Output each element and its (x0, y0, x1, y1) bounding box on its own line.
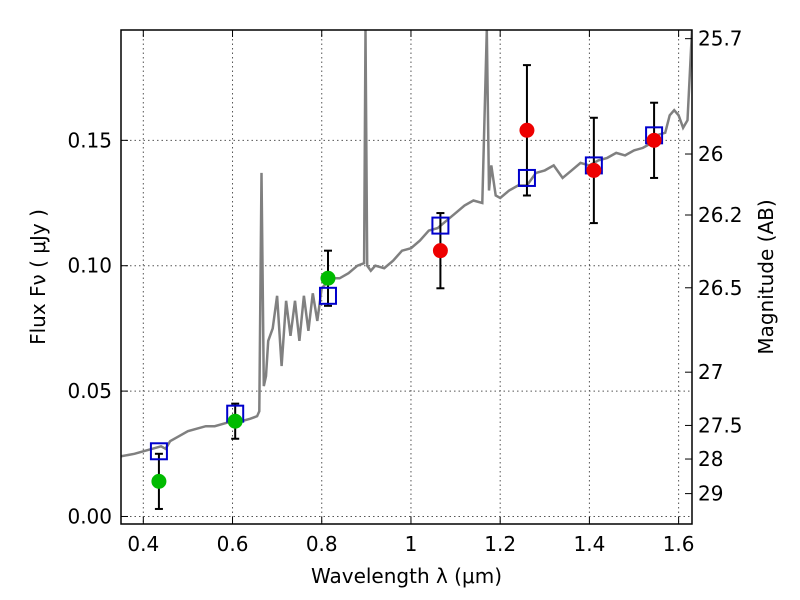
x-tick-label: 0.8 (306, 532, 338, 556)
y-tick-label: 0.15 (67, 128, 112, 152)
observed-photometry-point (151, 473, 167, 489)
x-tick-label: 1.6 (663, 532, 695, 556)
plot-frame (120, 29, 693, 525)
x-tick-label: 1.2 (484, 532, 516, 556)
x-tick-label: 0.6 (217, 532, 249, 556)
grid-layer (121, 30, 692, 524)
model-sed-layer (121, 30, 692, 458)
y2-tick-label: 26.2 (698, 203, 743, 227)
errorbar-layer (154, 64, 659, 510)
y-tick-label: 0.05 (67, 379, 112, 403)
y2-axis-title: Magnitude (AB) (754, 199, 778, 354)
x-tick-label: 1.4 (573, 532, 605, 556)
y-tick-label: 0.10 (67, 254, 112, 278)
observed-photometry-point (519, 122, 535, 138)
y-tick-label: 0.00 (67, 504, 112, 528)
model-sed-line (121, 30, 692, 458)
y2-tick-label: 27 (698, 360, 723, 384)
observed-photometry-point (227, 413, 243, 429)
model-photometry-square (149, 442, 168, 461)
y2-tick-label: 29 (698, 482, 723, 506)
y2-tick-label: 28 (698, 447, 723, 471)
tick-layer: 0.4 0.6 0.8 1 1.2 1.4 1.6 0.00 0.05 0.10 0.15 25.7 2… (67, 27, 742, 556)
observed-photometry-point (646, 132, 662, 148)
observed-photometry-point (320, 270, 336, 286)
y2-tick-label: 26 (698, 142, 723, 166)
y2-tick-label: 27.5 (698, 413, 743, 437)
x-tick-label: 0.4 (127, 532, 159, 556)
y2-tick-label: 25.7 (698, 27, 743, 51)
y2-tick-label: 26.5 (698, 276, 743, 300)
x-tick-label: 1 (405, 532, 418, 556)
observed-photometry-point (432, 243, 448, 259)
model-photometry-square (318, 286, 337, 305)
y-axis-title: Flux Fν ( μJy ) (26, 209, 50, 345)
model-photometry-square (517, 168, 536, 187)
marker-layer (149, 122, 664, 489)
observed-photometry-point (586, 162, 602, 178)
model-photometry-square (431, 216, 450, 235)
x-axis-title: Wavelength λ (μm) (311, 564, 502, 588)
